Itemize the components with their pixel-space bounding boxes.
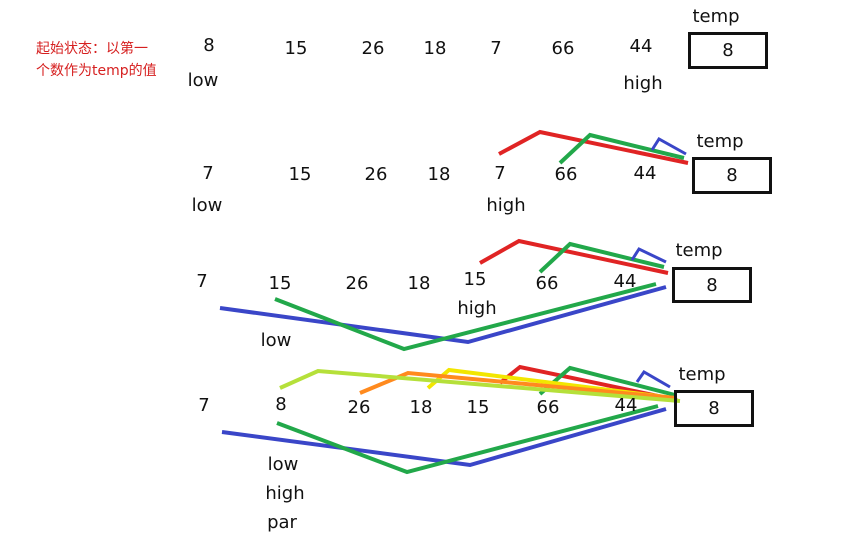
row1-value: 44 <box>629 36 653 57</box>
orange-stroke-row4 <box>359 370 677 400</box>
row4-value: 26 <box>347 397 371 418</box>
green-stroke-row4-low <box>276 404 659 475</box>
row2-value: 66 <box>554 164 578 185</box>
blue-stroke-row3-low <box>219 285 667 345</box>
row4-value: 18 <box>409 397 433 418</box>
row4-par-pointer: par <box>267 512 297 533</box>
row2-high-pointer: high <box>486 195 526 216</box>
row1-value: 15 <box>284 38 308 59</box>
row1-high-pointer: high <box>623 73 663 94</box>
row1-low-pointer: low <box>187 70 219 91</box>
row1-value: 7 <box>490 38 502 59</box>
row4-temp-box: 8 <box>674 390 754 427</box>
row3-low-pointer: low <box>260 330 292 351</box>
row3-temp-box: 8 <box>672 267 752 303</box>
row2-temp-label: temp <box>696 131 744 152</box>
note-line-1: 起始状态：以第一 <box>36 41 148 57</box>
red-stroke-row3 <box>479 238 669 275</box>
row3-value: 66 <box>535 273 559 294</box>
row4-value: 7 <box>198 395 210 416</box>
row3-value: 26 <box>345 273 369 294</box>
row2-low-pointer: low <box>191 195 223 216</box>
blue-stroke-row4-top <box>635 370 671 389</box>
row1-temp-box: 8 <box>688 32 768 69</box>
row4-low-pointer: low <box>267 454 299 475</box>
note-line-2: 个数作为temp的值 <box>36 63 157 79</box>
row2-value: 7 <box>202 163 214 184</box>
row3-value: 18 <box>407 273 431 294</box>
row2-temp-box: 8 <box>692 157 772 194</box>
row4-value: 8 <box>275 394 287 415</box>
row1-value: 8 <box>203 35 215 56</box>
row1-temp-label: temp <box>692 6 740 27</box>
row3-value: 7 <box>196 271 208 292</box>
row4-value: 66 <box>536 397 560 418</box>
row4-value: 44 <box>614 395 638 416</box>
lime-stroke-row4 <box>279 368 681 403</box>
row3-value: 15 <box>268 273 292 294</box>
row4-temp-label: temp <box>678 364 726 385</box>
row1-value: 66 <box>551 38 575 59</box>
row3-temp-label: temp <box>675 240 723 261</box>
row3-high-pointer: high <box>457 298 497 319</box>
row2-value: 26 <box>364 164 388 185</box>
green-stroke-row3-low <box>274 282 657 352</box>
initial-state-note: 起始状态：以第一 个数作为temp的值 <box>36 38 186 82</box>
row2-value: 15 <box>288 164 312 185</box>
blue-stroke-row4-low <box>221 407 667 468</box>
row1-value: 26 <box>361 38 385 59</box>
blue-stroke-row2 <box>650 137 687 156</box>
row2-value: 7 <box>494 163 506 184</box>
row4-high-pointer: high <box>265 483 305 504</box>
red-stroke-row2 <box>498 129 689 165</box>
row4-value: 15 <box>466 397 490 418</box>
row2-value: 18 <box>427 164 451 185</box>
blue-stroke-row3-top <box>630 247 667 264</box>
row3-value: 44 <box>613 271 637 292</box>
row3-value: 15 <box>463 269 487 290</box>
row2-value: 44 <box>633 163 657 184</box>
row1-value: 18 <box>423 38 447 59</box>
